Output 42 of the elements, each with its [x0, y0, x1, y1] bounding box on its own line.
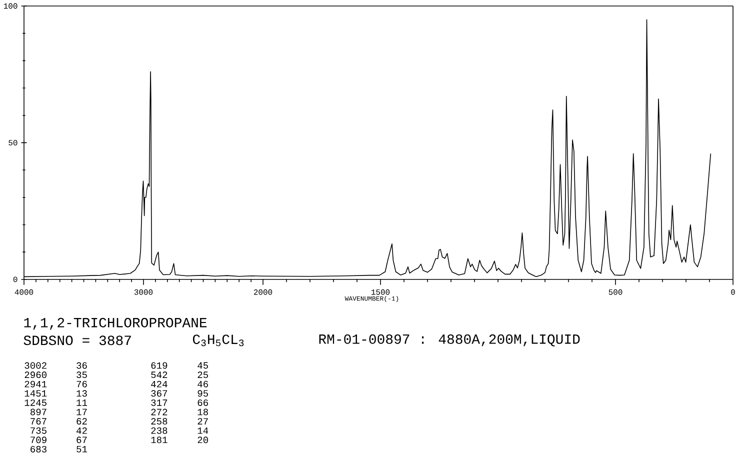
text: 619 — [151, 362, 168, 369]
text: 62 — [76, 418, 87, 425]
text: 258 — [151, 418, 168, 425]
text: 11 — [76, 400, 88, 406]
text: 13 — [76, 390, 87, 397]
text: 238 — [151, 427, 168, 434]
text: 709 — [30, 436, 46, 444]
text: 36 — [76, 362, 87, 369]
text: 35 — [76, 372, 87, 378]
text: 1,1,2-TRICHLOROPROPANE — [24, 318, 207, 330]
text: 51 — [76, 446, 88, 452]
text: 1245 — [24, 399, 46, 406]
text: C$_{3}$H$_{5}$CL$_{3}$ — [192, 334, 244, 346]
text: 18 — [198, 408, 208, 416]
text: 367 — [151, 390, 168, 397]
text: RM-01-00897 : 4880A,200M,LIQUID — [319, 334, 580, 346]
text: 2941 — [24, 380, 47, 388]
text: 25 — [198, 372, 208, 378]
text: 272 — [151, 408, 168, 416]
text: 542 — [151, 372, 168, 378]
text: 42 — [76, 427, 87, 434]
text: 67 — [76, 436, 87, 444]
text: 46 — [198, 380, 208, 388]
text: 2960 — [24, 372, 47, 378]
text: 735 — [30, 427, 46, 434]
text: 76 — [76, 380, 87, 388]
text: 20 — [198, 436, 208, 444]
text: SDBSNO = 3887 — [24, 336, 131, 346]
text: 897 — [30, 408, 46, 416]
text: 27 — [198, 418, 208, 424]
text: 424 — [151, 380, 168, 388]
text: 17 — [76, 408, 87, 416]
text: 1451 — [24, 390, 47, 397]
text: 3002 — [24, 362, 46, 369]
text: 767 — [30, 418, 46, 425]
text: 181 — [151, 436, 168, 444]
text: 683 — [30, 446, 46, 452]
text: 45 — [198, 362, 208, 369]
text: 317 — [151, 399, 168, 406]
text: 66 — [198, 399, 208, 406]
text: 95 — [198, 390, 208, 397]
text: 14 — [198, 427, 208, 434]
